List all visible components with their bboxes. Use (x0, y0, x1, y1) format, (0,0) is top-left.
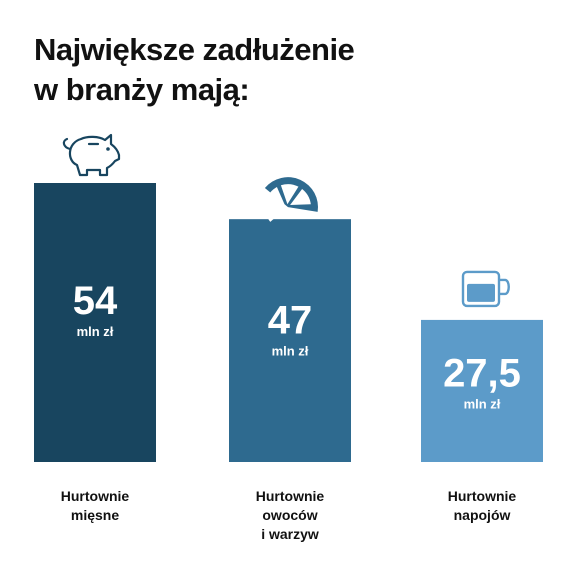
title-line-2: w branży mają: (34, 72, 250, 107)
piggy-bank-icon (62, 133, 121, 177)
unit-label-3: mln zł (464, 397, 501, 412)
category-label-3: Hurtownie napojów (402, 487, 562, 525)
category-label-2: Hurtownie owoców i warzyw (210, 487, 370, 544)
chart-title: Największe zadłużenie w branży mają: (34, 30, 554, 110)
bar-2 (229, 219, 351, 462)
value-label-2: 47 (268, 298, 313, 342)
bar-3 (421, 319, 543, 462)
category-label-line: Hurtownie (255, 488, 325, 504)
unit-label-2: mln zł (272, 343, 309, 358)
category-label-line: napojów (453, 507, 511, 523)
unit-label-1: mln zł (77, 324, 114, 339)
category-label-line: i warzyw (261, 526, 319, 542)
category-label-line: Hurtownie (447, 488, 517, 504)
title-line-1: Największe zadłużenie (34, 32, 355, 67)
value-label-1: 54 (73, 279, 118, 323)
coffee-cup-icon (461, 270, 510, 308)
value-label-3: 27,5 (443, 352, 521, 396)
category-label-line: owoców (262, 507, 318, 523)
category-label-line: mięsne (70, 507, 120, 523)
bar-1 (34, 183, 156, 462)
category-label-line: Hurtownie (60, 488, 130, 504)
category-label-1: Hurtownie mięsne (15, 487, 175, 525)
citrus-slice-icon (264, 177, 318, 222)
